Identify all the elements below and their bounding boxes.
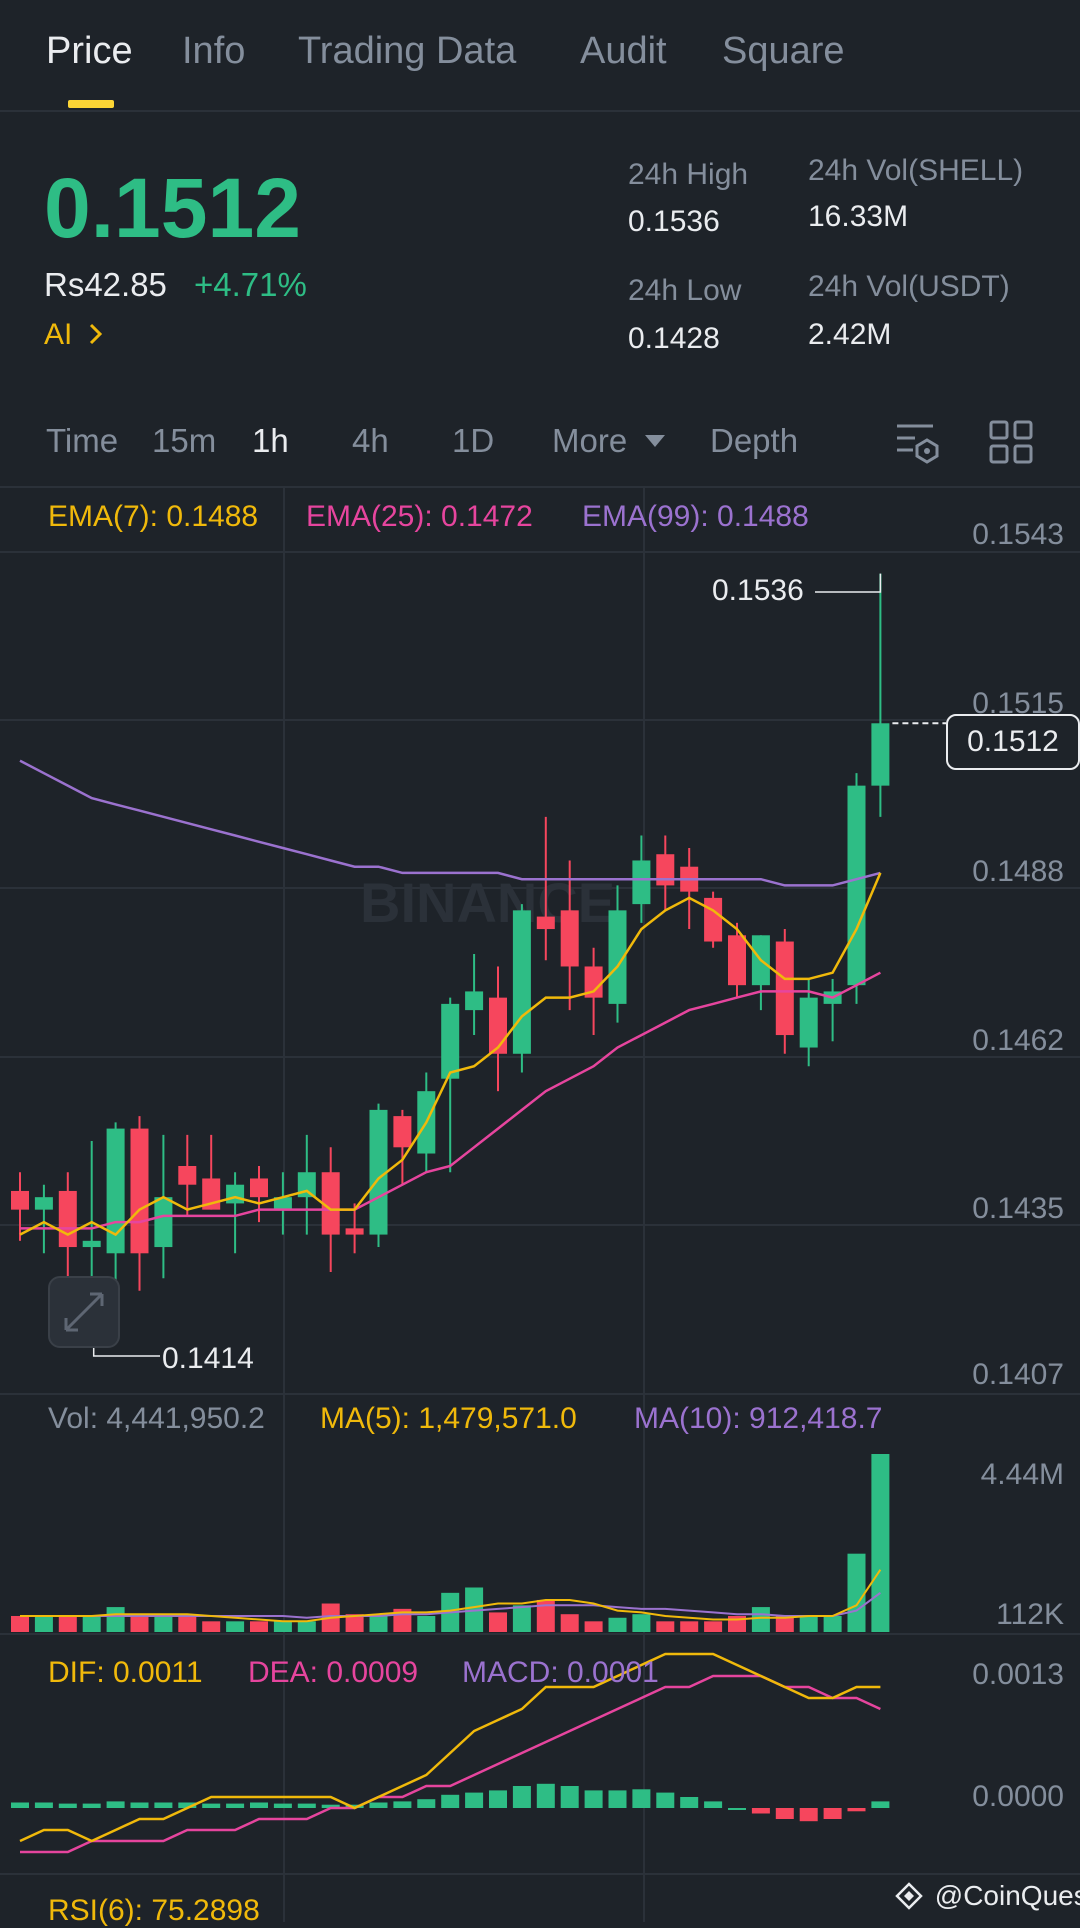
chevron-right-icon [89, 323, 102, 345]
high-24h-label: 24h High [628, 158, 749, 191]
current-price-tag: 0.1512 [946, 714, 1080, 770]
grid-layout-icon[interactable] [987, 418, 1035, 466]
active-tab-indicator [68, 100, 114, 108]
price-axis-label: 0.1435 [972, 1192, 1064, 1225]
last-price: 0.1512 [44, 161, 301, 255]
macd-axis-label: 0.0000 [972, 1780, 1064, 1813]
high-24h-value: 0.1536 [628, 205, 720, 238]
top-tab-bar: Price Info Trading Data Audit Square [0, 0, 1080, 112]
timeframe-more[interactable]: More [552, 422, 666, 460]
low-price-marker: 0.1414 [162, 1342, 254, 1375]
volume-label: Vol: 4,441,950.2 [48, 1402, 265, 1435]
expand-chart-button[interactable] [48, 1276, 120, 1348]
chart-settings-icon[interactable] [893, 418, 941, 466]
volume-axis-label: 4.44M [980, 1458, 1064, 1491]
price-axis-label: 0.1543 [972, 518, 1064, 551]
rsi-label: RSI(6): 75.2898 [48, 1894, 260, 1927]
diamond-logo-icon [895, 1882, 923, 1910]
low-24h-value: 0.1428 [628, 322, 720, 355]
timeframe-1h[interactable]: 1h [252, 422, 289, 459]
low-24h-label: 24h Low [628, 274, 742, 307]
macd-dea-label: DEA: 0.0009 [248, 1656, 419, 1689]
timeframe-time[interactable]: Time [46, 422, 119, 459]
macd-value-label: MACD: 0.0001 [462, 1656, 659, 1689]
timeframe-4h[interactable]: 4h [352, 422, 389, 459]
ema25-label: EMA(25): 0.1472 [306, 500, 533, 533]
expand-icon [64, 1292, 104, 1332]
tab-price[interactable]: Price [46, 30, 133, 72]
tab-trading-data[interactable]: Trading Data [298, 30, 517, 72]
timeframe-15m[interactable]: 15m [152, 422, 217, 459]
price-axis-label: 0.1488 [972, 855, 1064, 888]
price-axis-label: 0.1462 [972, 1024, 1064, 1057]
price-change-percent: +4.71% [194, 266, 307, 303]
price-axis-label: 0.1407 [972, 1358, 1064, 1391]
vol-base-value: 16.33M [808, 200, 909, 233]
tab-audit[interactable]: Audit [580, 30, 667, 72]
ema99-label: EMA(99): 0.1488 [582, 500, 809, 533]
vol-quote-label: 24h Vol(USDT) [808, 270, 1010, 303]
credit-text: @CoinQuest [934, 1880, 1080, 1911]
vol-quote-value: 2.42M [808, 318, 892, 351]
timeframe-more-label: More [552, 422, 628, 459]
credit-watermark: @CoinQuest [895, 1880, 1080, 1912]
chart-area[interactable] [0, 486, 1080, 1924]
macd-dif-label: DIF: 0.0011 [48, 1656, 203, 1689]
high-price-marker: 0.1536 [712, 574, 804, 607]
ema7-label: EMA(7): 0.1488 [48, 500, 259, 533]
volume-ma10-label: MA(10): 912,418.7 [634, 1402, 883, 1435]
tab-depth[interactable]: Depth [710, 422, 799, 459]
tab-info[interactable]: Info [182, 30, 246, 72]
ai-link[interactable]: AI [44, 318, 105, 352]
vol-base-label: 24h Vol(SHELL) [808, 154, 1024, 187]
volume-ma5-label: MA(5): 1,479,571.0 [320, 1402, 577, 1435]
dropdown-arrow-icon [645, 435, 666, 447]
ai-label: AI [44, 318, 73, 351]
macd-axis-label: 0.0013 [972, 1658, 1064, 1691]
tab-square[interactable]: Square [722, 30, 845, 72]
volume-axis-label: 112K [996, 1598, 1064, 1631]
timeframe-1d[interactable]: 1D [452, 422, 495, 459]
fiat-price: Rs42.85 [44, 266, 167, 303]
